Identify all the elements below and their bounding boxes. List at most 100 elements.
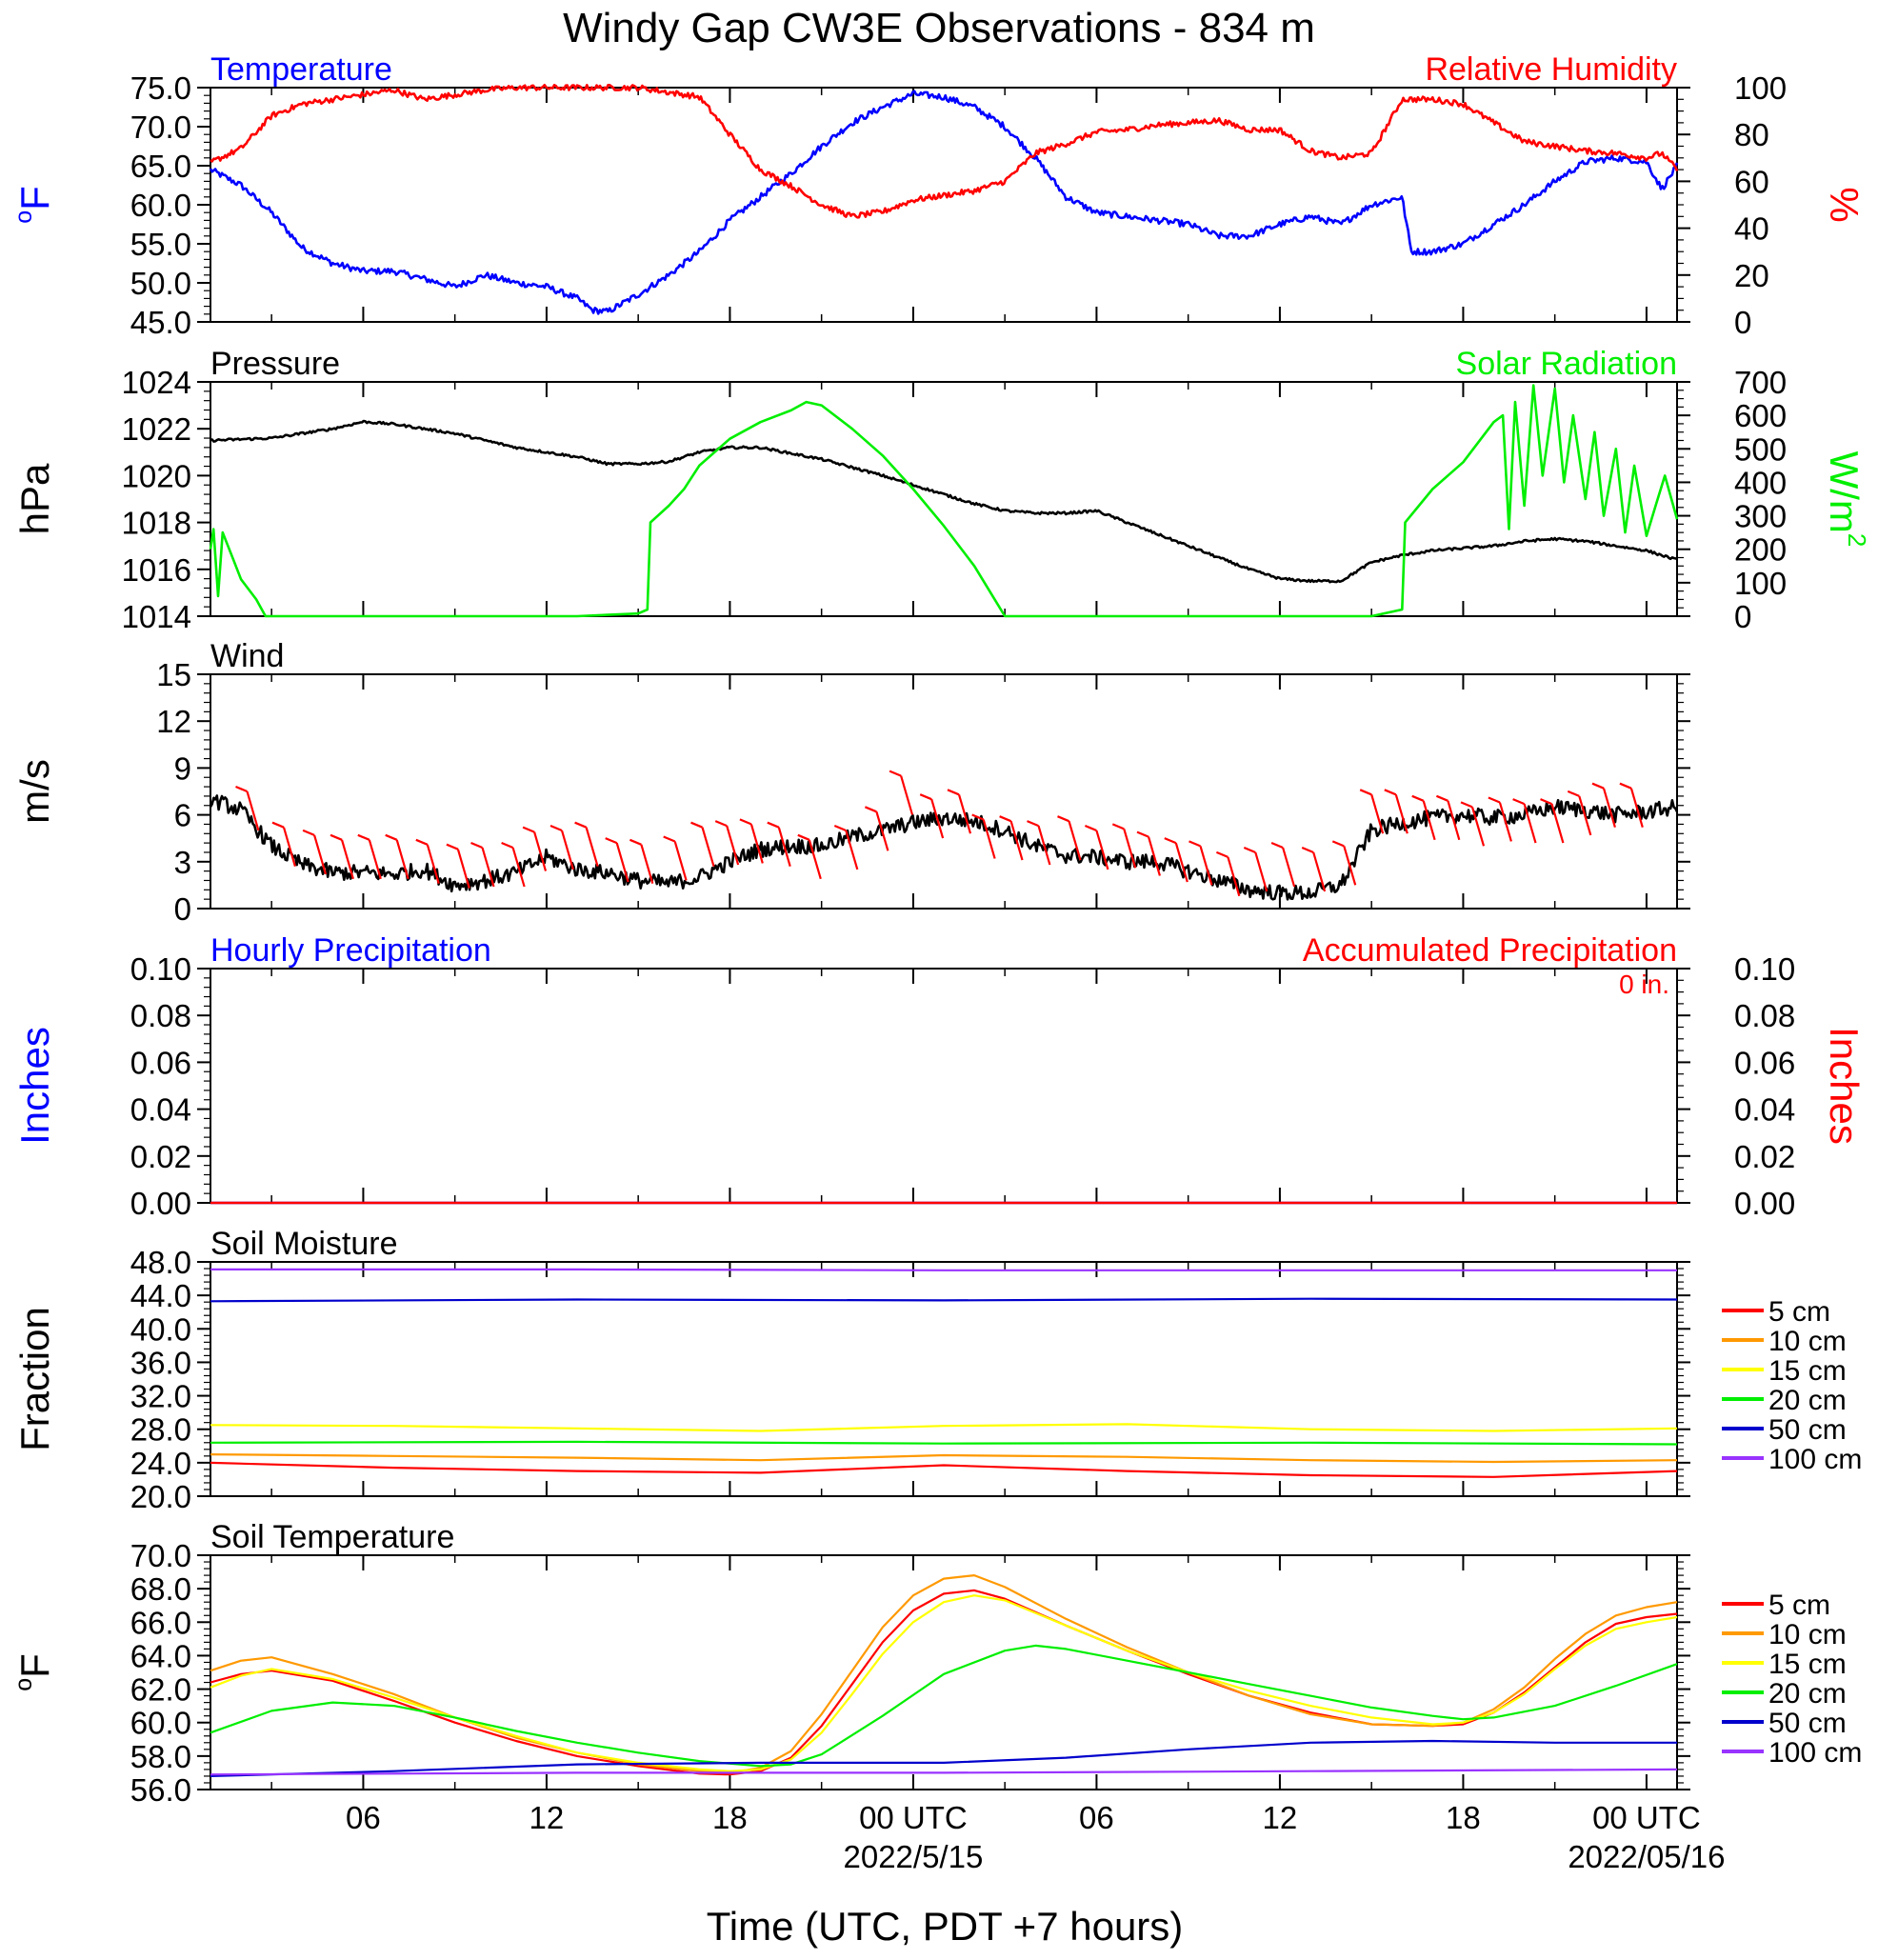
wind-barb	[235, 785, 260, 831]
pres_solar-right-ylabel-text: W/m2	[1822, 451, 1871, 548]
precip-left-ylabel-text: Inches	[12, 1027, 57, 1145]
wind-barb	[919, 793, 945, 839]
pres_solar-ytick-label-left: 1016	[122, 552, 191, 588]
soil_moisture-series-2	[210, 1423, 1678, 1432]
precip-right-title: Accumulated Precipitation	[1303, 932, 1677, 969]
wind-barb	[1215, 850, 1241, 897]
wind-barb	[797, 833, 822, 880]
soil_moisture-ytick-label-left: 20.0	[130, 1479, 191, 1514]
wind-barb	[1084, 824, 1109, 870]
wind-barbs	[235, 770, 1644, 897]
temp_rh-ytick-label-right: 20	[1734, 258, 1769, 293]
pres_solar-left-ylabel-text: hPa	[12, 463, 57, 534]
precip-ytick-label-left: 0.08	[130, 998, 191, 1033]
temp_rh-left-ylabel: oF	[10, 186, 57, 224]
wind-barb	[629, 838, 654, 885]
temp_rh-ytick-label-right: 80	[1734, 117, 1769, 152]
pres_solar-ytick-label-left: 1020	[122, 458, 191, 493]
wind-barb	[415, 838, 440, 885]
soil_moisture-legend-label: 50 cm	[1768, 1414, 1847, 1446]
pres_solar-left-ylabel: hPa	[12, 463, 57, 534]
temp_rh-ytick-label-right: 0	[1734, 305, 1751, 340]
x-tick-label: 06	[346, 1800, 381, 1835]
soil_temp-left-ylabel-text: oF	[10, 1653, 57, 1691]
soil_temp-series-3	[210, 1644, 1678, 1768]
soil_moisture-ytick-label-left: 24.0	[130, 1446, 191, 1481]
precip-ytick-label-right: 0.00	[1734, 1186, 1795, 1221]
wind-barb	[271, 821, 296, 868]
precip-left-ylabel: Inches	[12, 1027, 57, 1145]
wind-barb	[1591, 782, 1616, 829]
wind-barb	[1027, 820, 1051, 866]
temp_rh-left-ylabel-text: oF	[10, 186, 57, 224]
precip-ytick-label-left: 0.00	[130, 1186, 191, 1221]
wind-series-group	[209, 794, 1679, 901]
wind-barb	[385, 833, 410, 880]
x-tick-label: 18	[1446, 1800, 1481, 1835]
x-tick-label: 18	[712, 1800, 748, 1835]
soil_moisture-frame	[210, 1261, 1678, 1497]
wind-barb	[864, 806, 889, 851]
wind-barb	[1243, 846, 1269, 892]
pres_solar-ytick-label-left: 1018	[122, 506, 191, 541]
wind-barb	[1435, 794, 1461, 841]
precip-ytick-label-right: 0.04	[1734, 1092, 1795, 1128]
precip-ytick-label-left: 0.10	[130, 951, 191, 987]
wind-left-title: Wind	[210, 638, 284, 674]
wind-barb	[1331, 840, 1357, 886]
wind-barb	[690, 821, 715, 868]
pres_solar-ytick-label-right: 600	[1734, 398, 1787, 433]
wind-ytick-label-left: 3	[174, 845, 191, 880]
pres_solar-ytick-label-left: 1022	[122, 411, 191, 447]
pres_solar-ytick-label-right: 200	[1734, 532, 1787, 568]
pres_solar-ytick-label-left: 1024	[122, 365, 191, 400]
wind-barb	[1164, 837, 1189, 883]
temp_rh-left-ylabel-main: F	[12, 186, 57, 210]
soil_temp-legend-label: 20 cm	[1768, 1678, 1847, 1710]
soil_temp-ytick-label-left: 56.0	[130, 1772, 191, 1808]
precip-ytick-label-right: 0.10	[1734, 951, 1795, 987]
temp_rh-series-group	[209, 84, 1679, 315]
wind-barb	[1189, 840, 1213, 886]
temp_rh-frame	[210, 87, 1678, 323]
wind-barb	[889, 770, 914, 815]
pres_solar-ytick-label-right: 300	[1734, 499, 1787, 534]
soil_moisture-ytick-label-left: 48.0	[130, 1245, 191, 1280]
pres_solar-left-title: Pressure	[210, 346, 340, 382]
soil_temp-ytick-label-left: 64.0	[130, 1638, 191, 1673]
temp_rh-ytick-label-left: 65.0	[130, 149, 191, 184]
precip-ytick-label-left: 0.02	[130, 1139, 191, 1174]
wind-barb	[1111, 823, 1137, 869]
panel-wind: 15 12 9 6 3 0 Wind m/s	[12, 638, 1690, 927]
soil_temp-legend-label: 15 cm	[1768, 1649, 1847, 1680]
wind-ytick-label-left: 0	[174, 891, 191, 927]
soil_moisture-ytick-label-left: 28.0	[130, 1412, 191, 1448]
pres_solar-series-0	[210, 419, 1678, 584]
soil_moisture-left-ylabel: Fraction	[12, 1307, 57, 1451]
temp_rh-series-0	[209, 90, 1679, 315]
wind-ytick-label-left: 6	[174, 798, 191, 833]
wind-barb	[1270, 841, 1296, 888]
soil_temp-frame	[210, 1554, 1678, 1790]
soil_temp-legend-label: 10 cm	[1768, 1619, 1847, 1650]
soil_moisture-left-title: Soil Moisture	[210, 1226, 398, 1262]
temp_rh-left-ylabel-sup: o	[10, 210, 37, 224]
precip-ytick-label-right: 0.02	[1734, 1139, 1795, 1174]
soil_temp-left-title: Soil Temperature	[210, 1519, 454, 1555]
wind-barb	[1619, 782, 1644, 829]
wind-left-ylabel: m/s	[12, 759, 57, 824]
soil_temp-ytick-label-left: 66.0	[130, 1605, 191, 1640]
precip-ytick-label-left: 0.04	[130, 1092, 191, 1128]
wind-barb	[1488, 796, 1512, 842]
soil_temp-series-4	[210, 1739, 1677, 1777]
x-tick-label: 00 UTC	[1592, 1800, 1701, 1835]
soil_temp-left-ylabel-main: F	[12, 1653, 57, 1678]
soil_moisture-ytick-label-left: 44.0	[130, 1278, 191, 1313]
soil_temp-series-5	[210, 1768, 1678, 1776]
pres_solar-ytick-label-right: 0	[1734, 599, 1751, 634]
pres_solar-ytick-label-right: 100	[1734, 566, 1787, 601]
wind-frame	[210, 673, 1678, 910]
wind-ytick-label-left: 12	[156, 704, 191, 739]
wind-series-0	[209, 794, 1679, 901]
soil_temp-series-2	[210, 1594, 1678, 1772]
